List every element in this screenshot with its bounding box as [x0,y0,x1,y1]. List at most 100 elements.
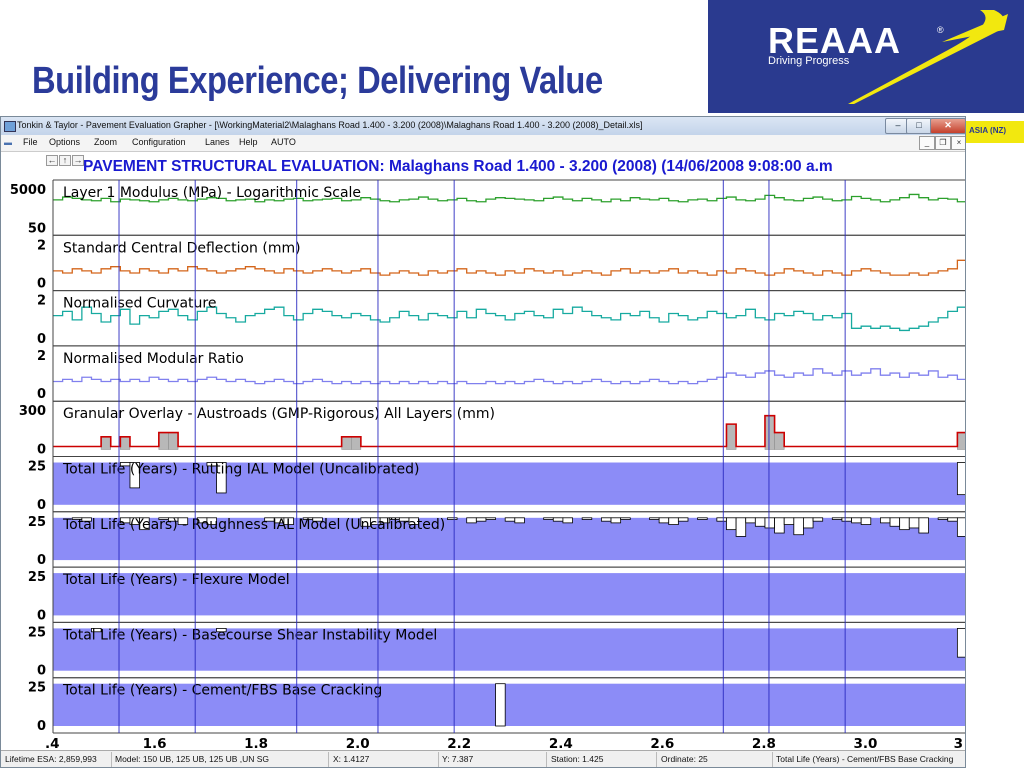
y-bottom-label: 0 [37,443,46,458]
menu-configuration[interactable]: Configuration [132,137,186,147]
overlay-bar [726,423,737,450]
life-gap [504,517,516,522]
chart-title: PAVEMENT STRUCTURAL EVALUATION: Malaghan… [83,158,833,175]
life-gap [447,517,458,520]
overlay-bar [957,432,965,450]
x-tick-label: 1.8 [244,736,268,750]
life-gap [774,517,785,534]
life-gap [543,517,554,520]
life-gap [379,517,391,524]
status-lifetime-esa: Lifetime ESA: 2,859,993 [5,754,97,764]
y-bottom-label: 0 [37,332,46,347]
y-top-label: 5000 [10,183,46,198]
life-gap [783,517,795,525]
life-gap [831,517,843,520]
mdi-minimize-icon[interactable]: _ [919,136,935,150]
minimize-icon[interactable]: – [885,118,911,134]
logo-tagline: Driving Progress [768,55,850,67]
life-gap [745,517,756,524]
menu-zoom[interactable]: Zoom [94,137,118,147]
life-gap [466,517,477,524]
status-layer: Total Life (Years) - Cement/FBS Base Cra… [776,754,954,764]
y-top-label: 2 [37,238,46,253]
panel-label: Granular Overlay - Austroads (GMP-Rigoro… [63,406,495,422]
y-top-label: 25 [28,625,46,640]
life-gap [216,627,227,633]
status-station: Station: 1.425 [551,754,604,764]
nav-arrows: ← ↑ → [46,155,85,166]
life-gap [408,517,419,525]
life-gap [475,517,487,522]
life-gap [956,517,965,537]
panel-label: Total Life (Years) - Cement/FBS Base Cra… [62,683,382,699]
grapher-window: Tonkin & Taylor - Pavement Evaluation Gr… [0,116,966,768]
life-gap [880,517,891,524]
menu-file[interactable]: File [23,137,38,147]
life-gap [658,517,670,524]
life-gap [552,517,564,522]
y-bottom-label: 0 [37,608,46,623]
y-bottom-label: 0 [37,553,46,568]
life-gap [601,517,612,522]
life-gap [129,462,140,489]
life-gap [495,683,506,727]
life-gap [937,517,949,520]
logo-strip-text: ASIA (NZ) [969,126,1007,135]
series-line [53,306,965,332]
overlay-bar [351,436,362,450]
life-gap [908,517,920,529]
y-top-label: 25 [28,460,46,475]
menu-help[interactable]: Help [239,137,258,147]
overlay-line [53,414,965,448]
life-gap [312,517,323,522]
y-top-label: 2 [37,294,46,309]
slide-title: Building Experience; Delivering Value [32,60,603,102]
panel-fill [53,683,965,726]
arrow-up-icon[interactable]: ↑ [59,155,71,166]
mdi-restore-icon[interactable]: ❐ [935,136,951,150]
life-gap [860,517,872,525]
x-tick-label: 2.0 [346,736,370,750]
menu-lanes[interactable]: Lanes [205,137,230,147]
series-line [53,368,965,385]
panel-label: Standard Central Deflection (mm) [63,240,301,256]
registered-mark: ® [937,25,944,35]
x-tick-label: 3.0 [853,736,877,750]
overlay-bar [764,415,775,450]
overlay-bar [168,432,179,450]
series-line [53,259,965,276]
life-gap [841,517,852,522]
life-gap [91,627,102,633]
y-bottom-label: 0 [37,719,46,734]
life-gap [485,517,496,520]
overlay-bar [774,432,785,450]
life-gap [139,517,150,531]
menu-auto[interactable]: AUTO [271,137,296,147]
x-tick-label: 1.6 [143,736,167,750]
y-top-label: 25 [28,570,46,585]
mdi-close-icon[interactable]: × [951,136,965,150]
life-gap [889,517,901,527]
close-icon[interactable]: ✕ [930,118,965,134]
life-gap [726,517,737,531]
life-gap [697,517,708,520]
panel-label: Total Life (Years) - Roughness IAL Model… [62,517,445,533]
reaaa-logo: REAAA ® Driving Progress [708,0,1024,113]
panel-label: Total Life (Years) - Rutting IAL Model (… [62,462,419,478]
life-gap [947,517,958,522]
status-ordinate: Ordinate: 25 [661,754,708,764]
series-line [53,193,965,203]
panel-label: Total Life (Years) - Flexure Model [62,572,290,588]
y-top-label: 25 [28,515,46,530]
arrow-left-icon[interactable]: ← [46,155,58,166]
life-gap [668,517,679,525]
y-top-label: 2 [37,349,46,364]
panel-label: Total Life (Years) - Basecourse Shear In… [62,627,437,643]
life-gap [562,517,573,524]
status-x: X: 1.4127 [333,754,370,764]
life-gap [851,517,862,524]
menu-options[interactable]: Options [49,137,81,147]
arrow-right-icon[interactable]: → [72,155,84,166]
status-model: Model: 150 UB, 125 UB, 125 UB ,UN SG [115,754,270,764]
evaluation-graph[interactable]: Layer 1 Modulus (MPa) - Logarithmic Scal… [1,117,966,750]
